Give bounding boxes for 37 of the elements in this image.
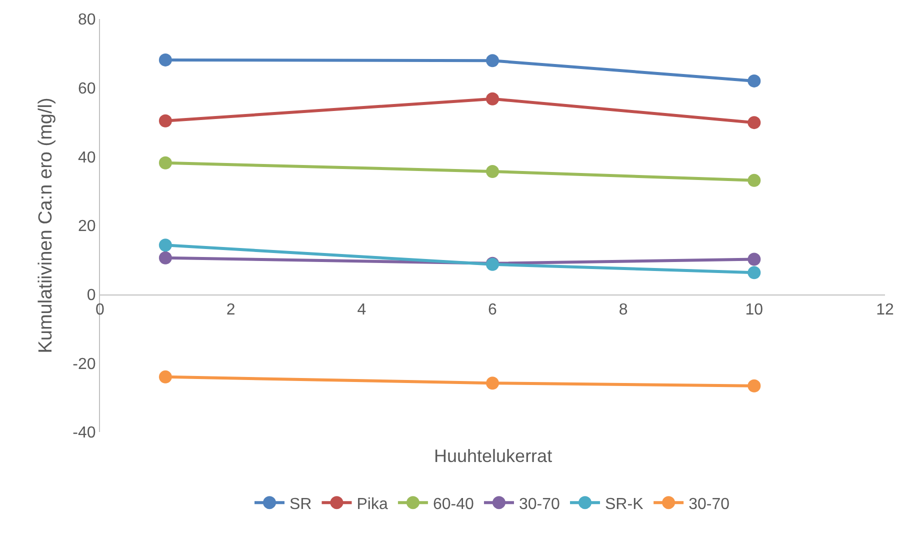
point: [486, 92, 499, 106]
x-tick-label: 8: [618, 302, 628, 319]
y-tick-label: 20: [78, 218, 96, 236]
point: [748, 252, 761, 266]
x-tick-label: 6: [488, 302, 498, 319]
legend-label: Pika: [356, 496, 388, 513]
x-axis-title: Huuhtelukerrat: [434, 446, 552, 466]
legend-label: 30-70: [518, 496, 560, 513]
point: [158, 156, 172, 170]
x-tick-label: 2: [226, 302, 236, 319]
legend-label: 60-40: [432, 496, 474, 513]
point: [748, 379, 761, 392]
legend-label: SR-K: [605, 496, 644, 513]
point: [748, 174, 761, 187]
point: [748, 266, 761, 280]
point: [486, 376, 499, 390]
point: [158, 251, 172, 264]
y-tick-label: -20: [72, 356, 96, 373]
legend-label: SR: [290, 496, 312, 513]
y-tick-label: 0: [86, 286, 96, 304]
x-tick-label: 4: [357, 302, 366, 319]
point: [486, 54, 499, 68]
point: [748, 116, 761, 130]
y-tick-label: -40: [72, 424, 96, 442]
x-tick-label: 12: [876, 302, 894, 319]
y-tick-label: 40: [78, 149, 96, 166]
y-tick-label: 60: [78, 80, 96, 98]
point: [158, 238, 172, 252]
point: [748, 74, 761, 88]
y-axis-title: Kumulatiivinen Ca:n ero (mg/l): [36, 98, 57, 354]
point: [158, 53, 172, 66]
point: [158, 370, 172, 384]
legend-label: 30-70: [688, 496, 730, 513]
point: [486, 164, 499, 178]
point: [158, 114, 172, 128]
x-tick-label: 10: [745, 302, 764, 319]
y-tick-label: 80: [78, 12, 96, 29]
